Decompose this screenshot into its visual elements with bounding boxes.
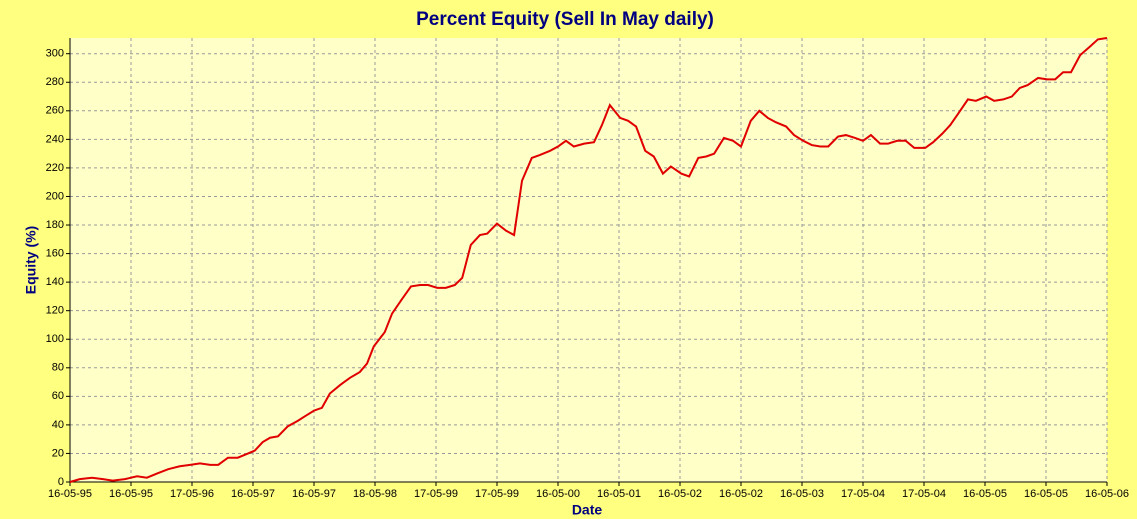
x-tick-label: 16-05-95 [48, 488, 92, 500]
x-tick-label: 17-05-99 [414, 488, 458, 500]
y-tick-label: 200 [46, 190, 64, 202]
y-tick-label: 180 [46, 219, 64, 231]
x-tick-label: 16-05-05 [1024, 488, 1068, 500]
x-tick-label: 16-05-97 [292, 488, 336, 500]
y-tick-label: 60 [52, 390, 64, 402]
x-tick-label: 17-05-04 [841, 488, 885, 500]
x-tick-label: 16-05-01 [597, 488, 641, 500]
x-tick-label: 16-05-97 [231, 488, 275, 500]
y-tick-label: 280 [46, 76, 64, 88]
line [69, 37, 1108, 483]
x-tick-label: 16-05-03 [780, 488, 824, 500]
x-tick-label: 16-05-05 [963, 488, 1007, 500]
x-tick-label: 17-05-99 [475, 488, 519, 500]
x-tick-label: 17-05-04 [902, 488, 946, 500]
y-tick-label: 100 [46, 333, 64, 345]
y-tick-label: 240 [46, 133, 64, 145]
y-axis-label: Equity (%) [23, 226, 39, 294]
x-tick-label: 16-05-00 [536, 488, 580, 500]
x-tick-label: 16-05-02 [719, 488, 763, 500]
x-tick-label: 16-05-02 [658, 488, 702, 500]
y-tick-label: 260 [46, 105, 64, 117]
y-tick-label: 160 [46, 247, 64, 259]
y-tick-label: 120 [46, 305, 64, 317]
y-tick-label: 80 [52, 362, 64, 374]
y-tick-label: 20 [52, 447, 64, 459]
y-tick-label: 0 [58, 476, 64, 488]
chart-title: Percent Equity (Sell In May daily) [416, 9, 714, 30]
x-axis-label: Date [572, 502, 603, 518]
x-tick-label: 16-05-95 [109, 488, 153, 500]
y-tick-label: 220 [46, 162, 64, 174]
x-tick-label: 18-05-98 [353, 488, 397, 500]
y-tick-label: 40 [52, 419, 64, 431]
y-tick-label: 140 [46, 276, 64, 288]
plot-area [70, 38, 1107, 482]
x-tick-label: 17-05-96 [170, 488, 214, 500]
x-tick-label: 16-05-06 [1085, 488, 1129, 500]
y-tick-label: 300 [46, 48, 64, 60]
